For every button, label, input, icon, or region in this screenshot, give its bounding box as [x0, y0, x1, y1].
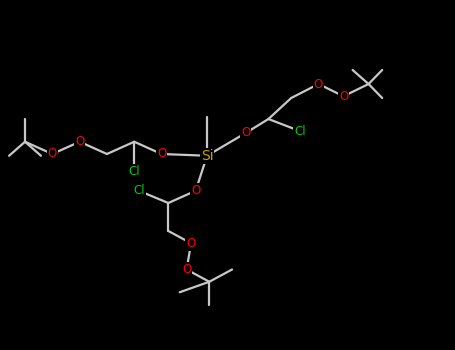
Text: O: O [187, 237, 196, 250]
Text: Cl: Cl [133, 184, 145, 197]
Text: O: O [339, 90, 348, 103]
Text: Si: Si [201, 149, 213, 163]
Text: O: O [314, 77, 323, 91]
Text: Cl: Cl [128, 165, 140, 178]
Text: O: O [48, 147, 57, 161]
Text: O: O [191, 184, 200, 197]
Text: O: O [182, 263, 191, 276]
Text: Cl: Cl [294, 125, 306, 138]
Text: O: O [75, 135, 84, 148]
Text: O: O [241, 126, 250, 140]
Text: O: O [157, 147, 166, 161]
